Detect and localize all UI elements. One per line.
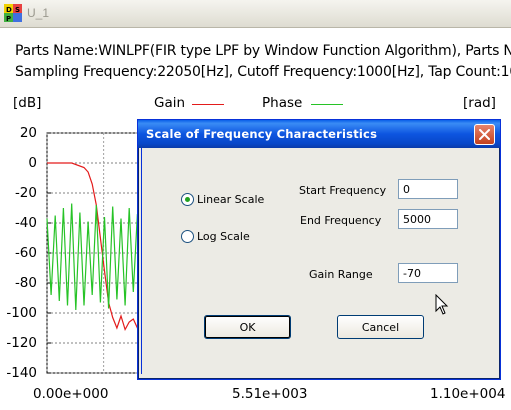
dsp-app-icon: D S P (4, 4, 22, 22)
y-tick-label: -100 (6, 305, 37, 321)
dialog-body: Linear Scale Log Scale Start Frequency 0… (141, 148, 496, 374)
y-tick-label: -80 (14, 275, 37, 291)
y-left-unit: [dB] (13, 95, 42, 111)
scale-dialog: Scale of Frequency Characteristics Linea… (137, 119, 501, 380)
gain-range-label: Gain Range (309, 268, 373, 281)
ok-button[interactable]: OK (204, 315, 291, 339)
y-tick-label: -120 (6, 335, 37, 351)
start-frequency-input[interactable]: 0 (398, 179, 458, 199)
y-tick-label: 20 (19, 125, 37, 141)
x-tick-label: 0.00e+000 (33, 386, 109, 402)
window-titlebar[interactable]: D S P U_1 (0, 0, 511, 28)
window-title: U_1 (27, 6, 50, 20)
dialog-title: Scale of Frequency Characteristics (146, 127, 378, 141)
close-icon (479, 129, 490, 140)
close-button[interactable] (474, 124, 495, 145)
x-tick-label: 5.51e+003 (232, 386, 308, 402)
legend-gain-label: Gain (154, 95, 186, 111)
y-right-unit: [rad] (463, 95, 496, 111)
legend-phase-swatch (311, 104, 343, 105)
parts-name-info: Parts Name:WINLPF(FIR type LPF by Window… (15, 43, 511, 59)
linear-scale-radio[interactable] (181, 193, 194, 206)
y-tick-label: -20 (14, 185, 37, 201)
linear-scale-label[interactable]: Linear Scale (197, 193, 265, 206)
svg-text:P: P (6, 15, 11, 22)
y-tick-label: -60 (14, 245, 37, 261)
cancel-button[interactable]: Cancel (337, 315, 424, 339)
sampling-info: Sampling Frequency:22050[Hz], Cutoff Fre… (15, 64, 511, 80)
gain-range-input[interactable]: -70 (398, 263, 458, 283)
legend-phase-label: Phase (262, 95, 303, 111)
dialog-titlebar[interactable]: Scale of Frequency Characteristics (138, 120, 500, 148)
end-frequency-input[interactable]: 5000 (398, 209, 458, 229)
start-frequency-label: Start Frequency (299, 184, 387, 197)
svg-text:S: S (15, 6, 20, 14)
log-scale-label[interactable]: Log Scale (197, 230, 250, 243)
legend-gain-swatch (192, 104, 224, 105)
y-tick-label: -40 (14, 215, 37, 231)
svg-text:D: D (6, 6, 12, 14)
series-line-phase (46, 203, 151, 311)
mouse-cursor-icon (435, 294, 449, 315)
end-frequency-label: End Frequency (300, 214, 382, 227)
x-tick-label: 1.10e+004 (430, 386, 506, 402)
log-scale-radio[interactable] (181, 230, 194, 243)
y-tick-label: -140 (6, 365, 37, 381)
radio-selected-dot (185, 197, 190, 202)
y-tick-label: 0 (28, 155, 37, 171)
